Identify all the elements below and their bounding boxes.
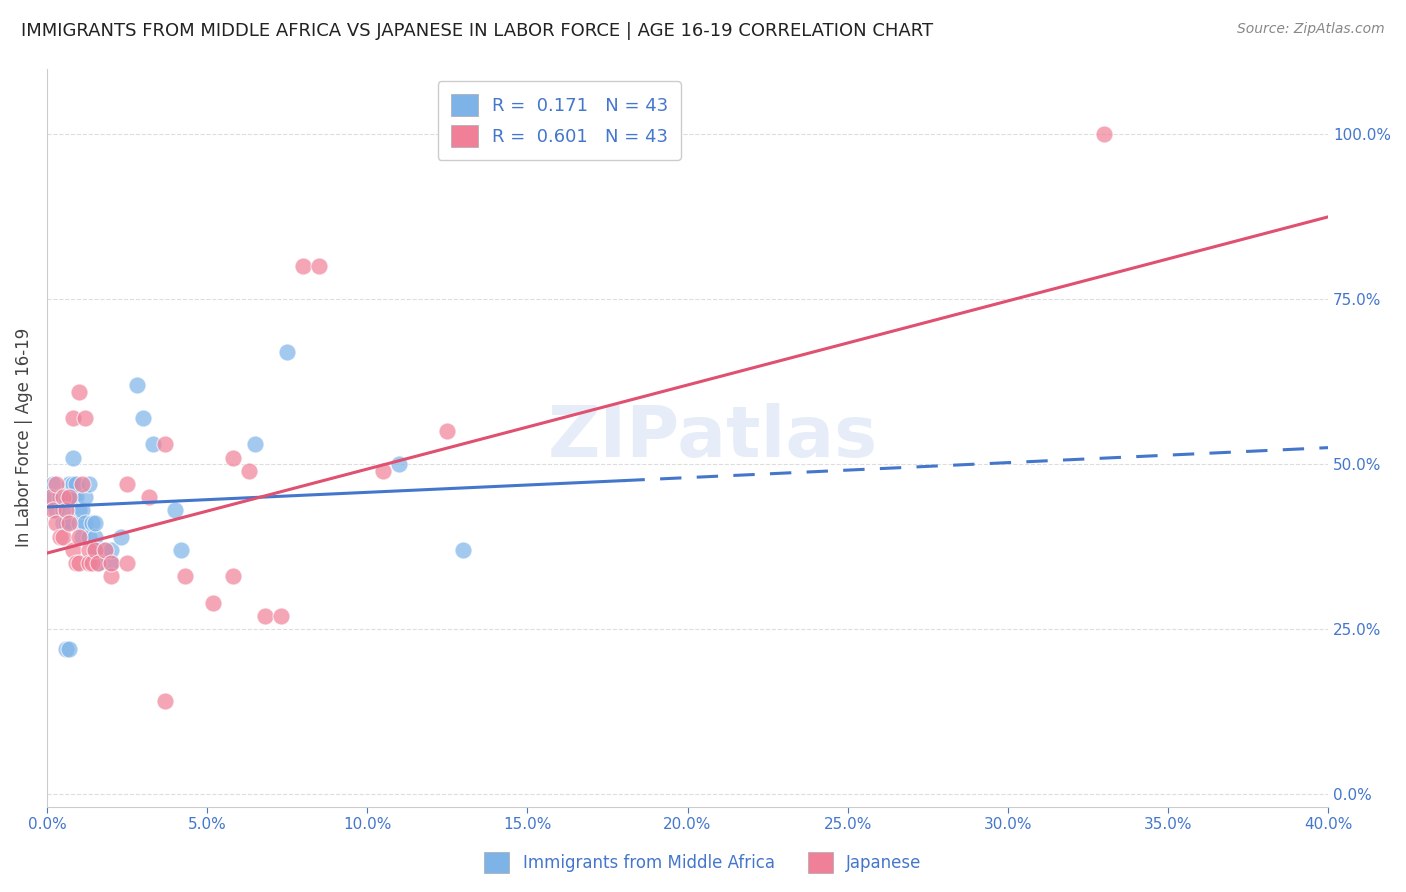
Point xyxy=(142,437,165,451)
Point xyxy=(42,476,65,491)
Point xyxy=(155,694,177,708)
Point xyxy=(170,542,193,557)
Point xyxy=(75,411,97,425)
Point xyxy=(65,556,87,570)
Point xyxy=(388,457,411,471)
Point xyxy=(84,516,107,531)
Point xyxy=(62,476,84,491)
Point xyxy=(436,424,458,438)
Point xyxy=(84,530,107,544)
Point xyxy=(70,503,93,517)
Point xyxy=(84,542,107,557)
Point xyxy=(253,608,276,623)
Text: ZIPatlas: ZIPatlas xyxy=(548,403,879,472)
Point xyxy=(87,556,110,570)
Point xyxy=(67,556,90,570)
Point xyxy=(58,516,80,531)
Point xyxy=(75,516,97,531)
Point xyxy=(110,530,132,544)
Point xyxy=(138,490,160,504)
Point xyxy=(65,476,87,491)
Point xyxy=(221,450,243,465)
Point xyxy=(45,503,67,517)
Y-axis label: In Labor Force | Age 16-19: In Labor Force | Age 16-19 xyxy=(15,328,32,548)
Point xyxy=(62,490,84,504)
Point xyxy=(52,516,75,531)
Point xyxy=(202,596,225,610)
Point xyxy=(52,503,75,517)
Point xyxy=(58,490,80,504)
Point xyxy=(52,490,75,504)
Point xyxy=(70,476,93,491)
Point xyxy=(55,503,77,517)
Point xyxy=(115,556,138,570)
Point xyxy=(45,476,67,491)
Point xyxy=(67,503,90,517)
Point xyxy=(48,530,70,544)
Point xyxy=(39,490,62,504)
Text: IMMIGRANTS FROM MIDDLE AFRICA VS JAPANESE IN LABOR FORCE | AGE 16-19 CORRELATION: IMMIGRANTS FROM MIDDLE AFRICA VS JAPANES… xyxy=(21,22,934,40)
Text: Source: ZipAtlas.com: Source: ZipAtlas.com xyxy=(1237,22,1385,37)
Point xyxy=(87,556,110,570)
Point xyxy=(270,608,292,623)
Point xyxy=(132,411,155,425)
Point xyxy=(276,345,298,359)
Point xyxy=(48,490,70,504)
Point xyxy=(39,490,62,504)
Point xyxy=(308,260,330,274)
Point xyxy=(93,542,115,557)
Point xyxy=(77,530,100,544)
Point xyxy=(62,542,84,557)
Point xyxy=(100,556,122,570)
Point xyxy=(373,464,395,478)
Point xyxy=(77,556,100,570)
Point xyxy=(125,378,148,392)
Point xyxy=(67,530,90,544)
Point xyxy=(100,556,122,570)
Point xyxy=(292,260,315,274)
Point xyxy=(84,542,107,557)
Point xyxy=(453,542,475,557)
Point xyxy=(42,503,65,517)
Point xyxy=(163,503,186,517)
Legend: Immigrants from Middle Africa, Japanese: Immigrants from Middle Africa, Japanese xyxy=(478,846,928,880)
Point xyxy=(62,450,84,465)
Point xyxy=(58,490,80,504)
Point xyxy=(52,530,75,544)
Point xyxy=(65,490,87,504)
Point xyxy=(67,384,90,399)
Point xyxy=(62,411,84,425)
Point xyxy=(58,641,80,656)
Point xyxy=(173,569,195,583)
Point xyxy=(100,569,122,583)
Point xyxy=(238,464,260,478)
Point xyxy=(80,516,103,531)
Point xyxy=(155,437,177,451)
Point xyxy=(115,476,138,491)
Point xyxy=(77,476,100,491)
Point xyxy=(243,437,266,451)
Point xyxy=(55,516,77,531)
Point xyxy=(80,556,103,570)
Point xyxy=(1092,128,1115,142)
Point xyxy=(45,516,67,531)
Point xyxy=(93,542,115,557)
Point xyxy=(55,490,77,504)
Point xyxy=(67,516,90,531)
Point xyxy=(58,476,80,491)
Point xyxy=(55,641,77,656)
Legend: R =  0.171   N = 43, R =  0.601   N = 43: R = 0.171 N = 43, R = 0.601 N = 43 xyxy=(437,81,681,160)
Point xyxy=(77,542,100,557)
Point xyxy=(75,490,97,504)
Point xyxy=(70,530,93,544)
Point xyxy=(221,569,243,583)
Point xyxy=(100,542,122,557)
